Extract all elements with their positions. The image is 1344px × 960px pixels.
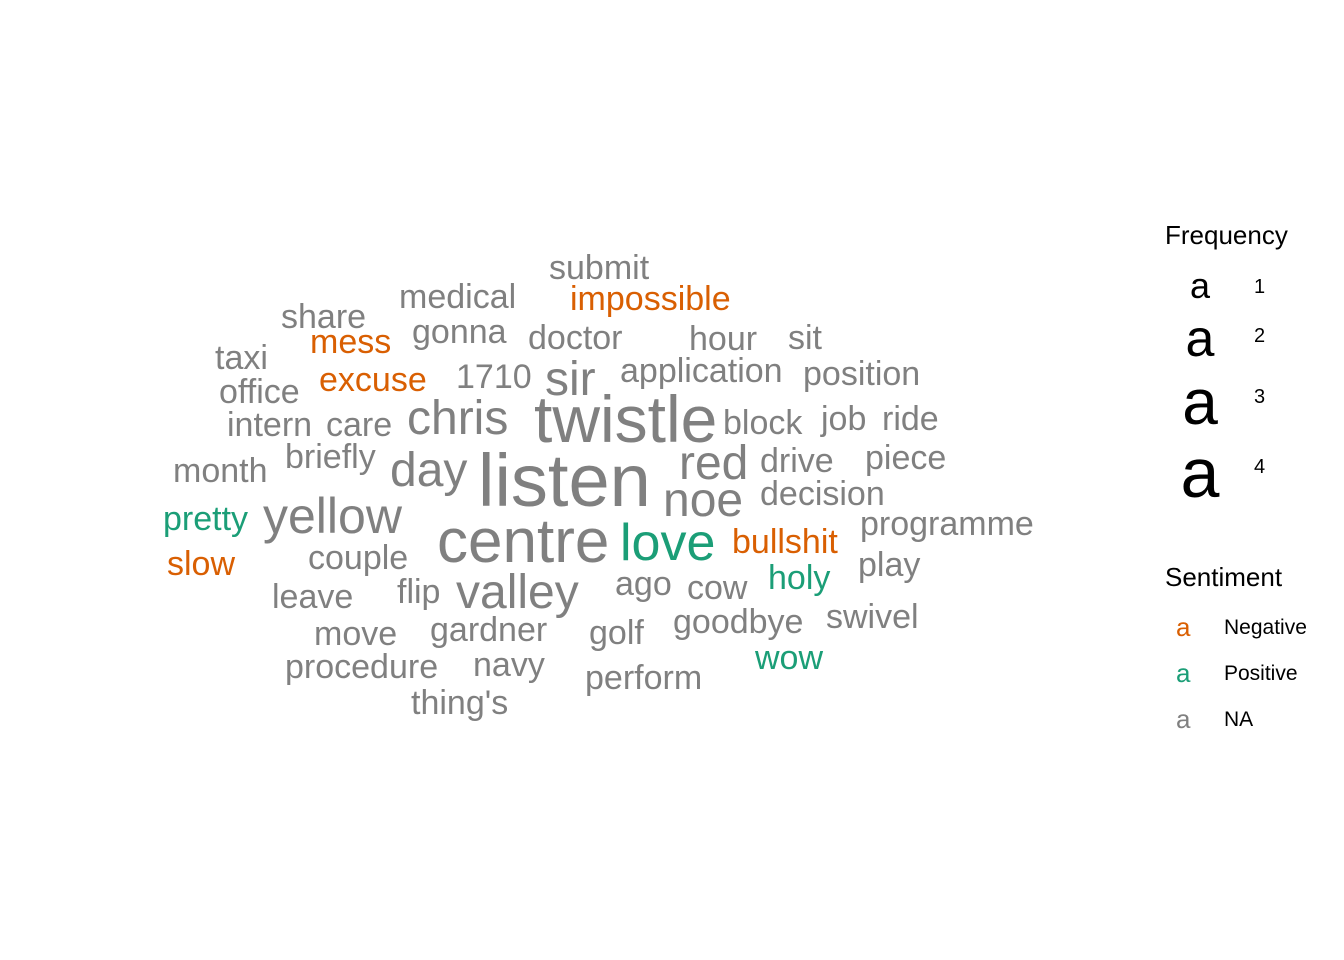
- word-mess: mess: [310, 323, 391, 361]
- sentiment-legend-glyph: a: [1176, 658, 1191, 688]
- word-block: block: [723, 404, 803, 442]
- word-centre: centre: [437, 507, 609, 576]
- word-golf: golf: [589, 614, 644, 652]
- word-application: application: [620, 352, 783, 390]
- frequency-legend-glyph: a: [1180, 434, 1220, 512]
- word-ago: ago: [615, 565, 672, 603]
- frequency-legend-label: 4: [1254, 456, 1266, 478]
- word-slow: slow: [167, 545, 235, 583]
- frequency-legend-glyph: a: [1185, 310, 1215, 368]
- word-month: month: [173, 452, 268, 490]
- word-day: day: [390, 444, 467, 497]
- word-decision: decision: [760, 475, 885, 513]
- frequency-legend-glyph: a: [1182, 366, 1218, 438]
- word-bullshit: bullshit: [732, 523, 838, 561]
- word-care: care: [326, 406, 392, 444]
- word-goodbye: goodbye: [673, 603, 803, 641]
- word-flip: flip: [397, 573, 440, 611]
- word-drive: drive: [760, 442, 834, 480]
- sentiment-legend-label: Positive: [1224, 662, 1298, 685]
- word-pretty: pretty: [163, 500, 248, 538]
- word-red: red: [679, 437, 748, 490]
- frequency-legend-glyph: a: [1189, 265, 1211, 306]
- word-play: play: [858, 546, 920, 584]
- word-medical: medical: [399, 278, 516, 316]
- word-procedure: procedure: [285, 648, 438, 686]
- sentiment-legend-item-na: a NA: [1170, 706, 1340, 746]
- word-hour: hour: [689, 320, 757, 358]
- word-piece: piece: [865, 439, 946, 477]
- word-briefly: briefly: [285, 438, 376, 476]
- word-position: position: [803, 355, 920, 393]
- sentiment-legend-label: NA: [1224, 708, 1254, 731]
- word-couple: couple: [308, 539, 408, 577]
- word-sir: sir: [545, 353, 596, 406]
- frequency-legend-label: 2: [1254, 325, 1266, 347]
- word-gonna: gonna: [412, 313, 507, 351]
- word-valley: valley: [456, 566, 579, 619]
- word-holy: holy: [768, 559, 830, 597]
- word-intern: intern: [227, 406, 312, 444]
- word-noe: noe: [663, 474, 743, 527]
- frequency-legend-label: 1: [1254, 276, 1266, 298]
- sentiment-legend-title: Sentiment: [1165, 562, 1283, 592]
- sentiment-legend-glyph: a: [1176, 612, 1191, 642]
- word-job: job: [820, 400, 866, 438]
- frequency-legend-title: Frequency: [1165, 220, 1288, 250]
- word-sit: sit: [788, 319, 823, 357]
- word-twistle: twistle: [534, 382, 717, 456]
- sentiment-legend-item-negative: a Negative: [1170, 614, 1340, 654]
- word-office: office: [219, 373, 300, 411]
- word-yellow: yellow: [263, 488, 403, 544]
- word-chris: chris: [407, 392, 508, 445]
- sentiment-legend-item-positive: a Positive: [1170, 660, 1340, 700]
- frequency-legend-label: 3: [1254, 386, 1266, 408]
- word-excuse: excuse: [319, 361, 427, 399]
- word-gardner: gardner: [430, 611, 547, 649]
- word-navy: navy: [473, 646, 545, 684]
- sentiment-legend-glyph: a: [1176, 704, 1191, 734]
- word-swivel: swivel: [826, 598, 919, 636]
- word-submit: submit: [549, 249, 650, 287]
- word-doctor: doctor: [528, 319, 623, 357]
- word-ride: ride: [882, 400, 939, 438]
- word-things: thing's: [411, 684, 508, 722]
- word-leave: leave: [272, 578, 353, 616]
- word-wow: wow: [754, 639, 823, 677]
- word-1710: 1710: [456, 358, 532, 396]
- word-move: move: [314, 615, 397, 653]
- sentiment-legend-label: Negative: [1224, 616, 1307, 639]
- word-taxi: taxi: [215, 339, 268, 377]
- word-impossible: impossible: [570, 280, 731, 318]
- word-cow: cow: [687, 569, 748, 607]
- word-listen: listen: [478, 439, 651, 522]
- word-programme: programme: [860, 505, 1034, 543]
- word-share: share: [281, 298, 366, 336]
- word-love: love: [620, 514, 715, 572]
- word-perform: perform: [585, 659, 702, 697]
